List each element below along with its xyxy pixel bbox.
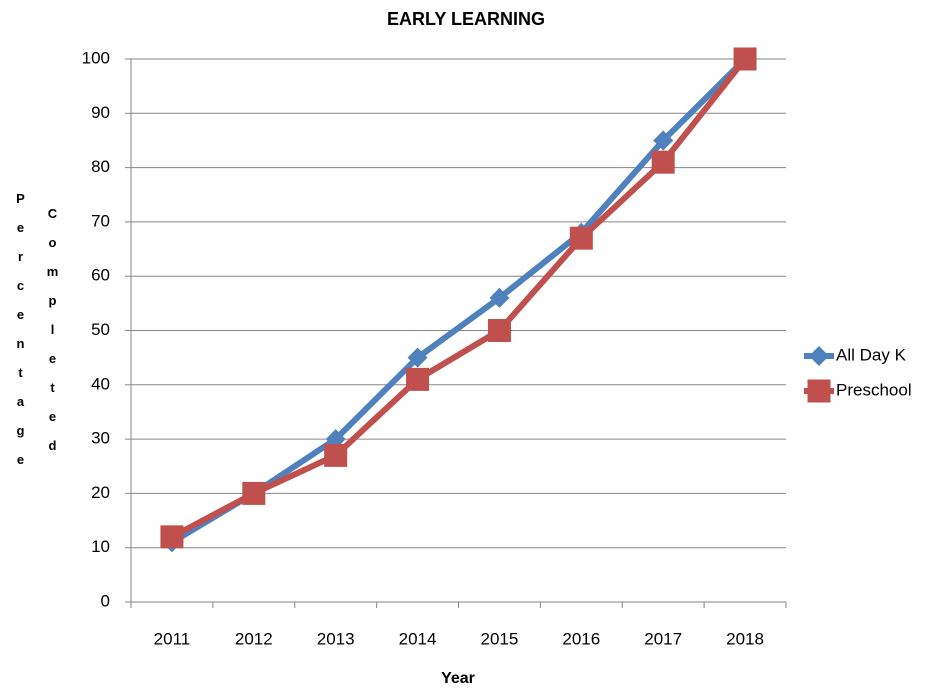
x-tick-label: 2011 xyxy=(154,629,191,648)
data-point xyxy=(733,47,757,71)
data-point xyxy=(651,150,675,174)
chart-title: EARLY LEARNING xyxy=(387,9,545,29)
data-point xyxy=(406,367,430,391)
legend-marker xyxy=(809,346,829,366)
x-tick-label: 2016 xyxy=(562,629,600,648)
data-point xyxy=(569,226,593,250)
x-axis-label: Year xyxy=(441,670,475,687)
y-tick-label: 20 xyxy=(91,483,110,502)
legend-label: All Day K xyxy=(836,345,907,364)
series-line xyxy=(170,57,748,540)
x-tick-label: 2012 xyxy=(235,629,273,648)
x-tick-label: 2014 xyxy=(399,629,437,648)
y-axis-label: Percentage Completed xyxy=(13,191,60,481)
data-point xyxy=(160,525,184,549)
y-tick-label: 50 xyxy=(91,320,110,339)
legend-label: Preschool xyxy=(836,380,912,399)
y-tick-label: 60 xyxy=(91,266,110,285)
x-tick-label: 2018 xyxy=(726,629,764,648)
y-tick-label: 90 xyxy=(91,103,110,122)
x-tick-label: 2013 xyxy=(317,629,355,648)
y-tick-label: 80 xyxy=(91,157,110,176)
x-tick-label: 2017 xyxy=(644,629,682,648)
y-tick-label: 40 xyxy=(91,374,110,393)
y-tick-label: 30 xyxy=(91,429,110,448)
y-tick-label: 10 xyxy=(91,537,110,556)
x-tick-label: 2015 xyxy=(481,629,519,648)
legend-marker xyxy=(807,379,831,403)
data-point xyxy=(653,130,674,151)
y-tick-label: 70 xyxy=(91,211,110,230)
data-point xyxy=(489,287,510,308)
data-point xyxy=(242,481,266,505)
y-tick-label: 0 xyxy=(101,591,110,610)
series-line xyxy=(170,56,748,545)
y-tick-label: 100 xyxy=(82,48,110,67)
data-point xyxy=(487,319,511,342)
data-point xyxy=(407,347,428,368)
data-point xyxy=(324,443,348,467)
